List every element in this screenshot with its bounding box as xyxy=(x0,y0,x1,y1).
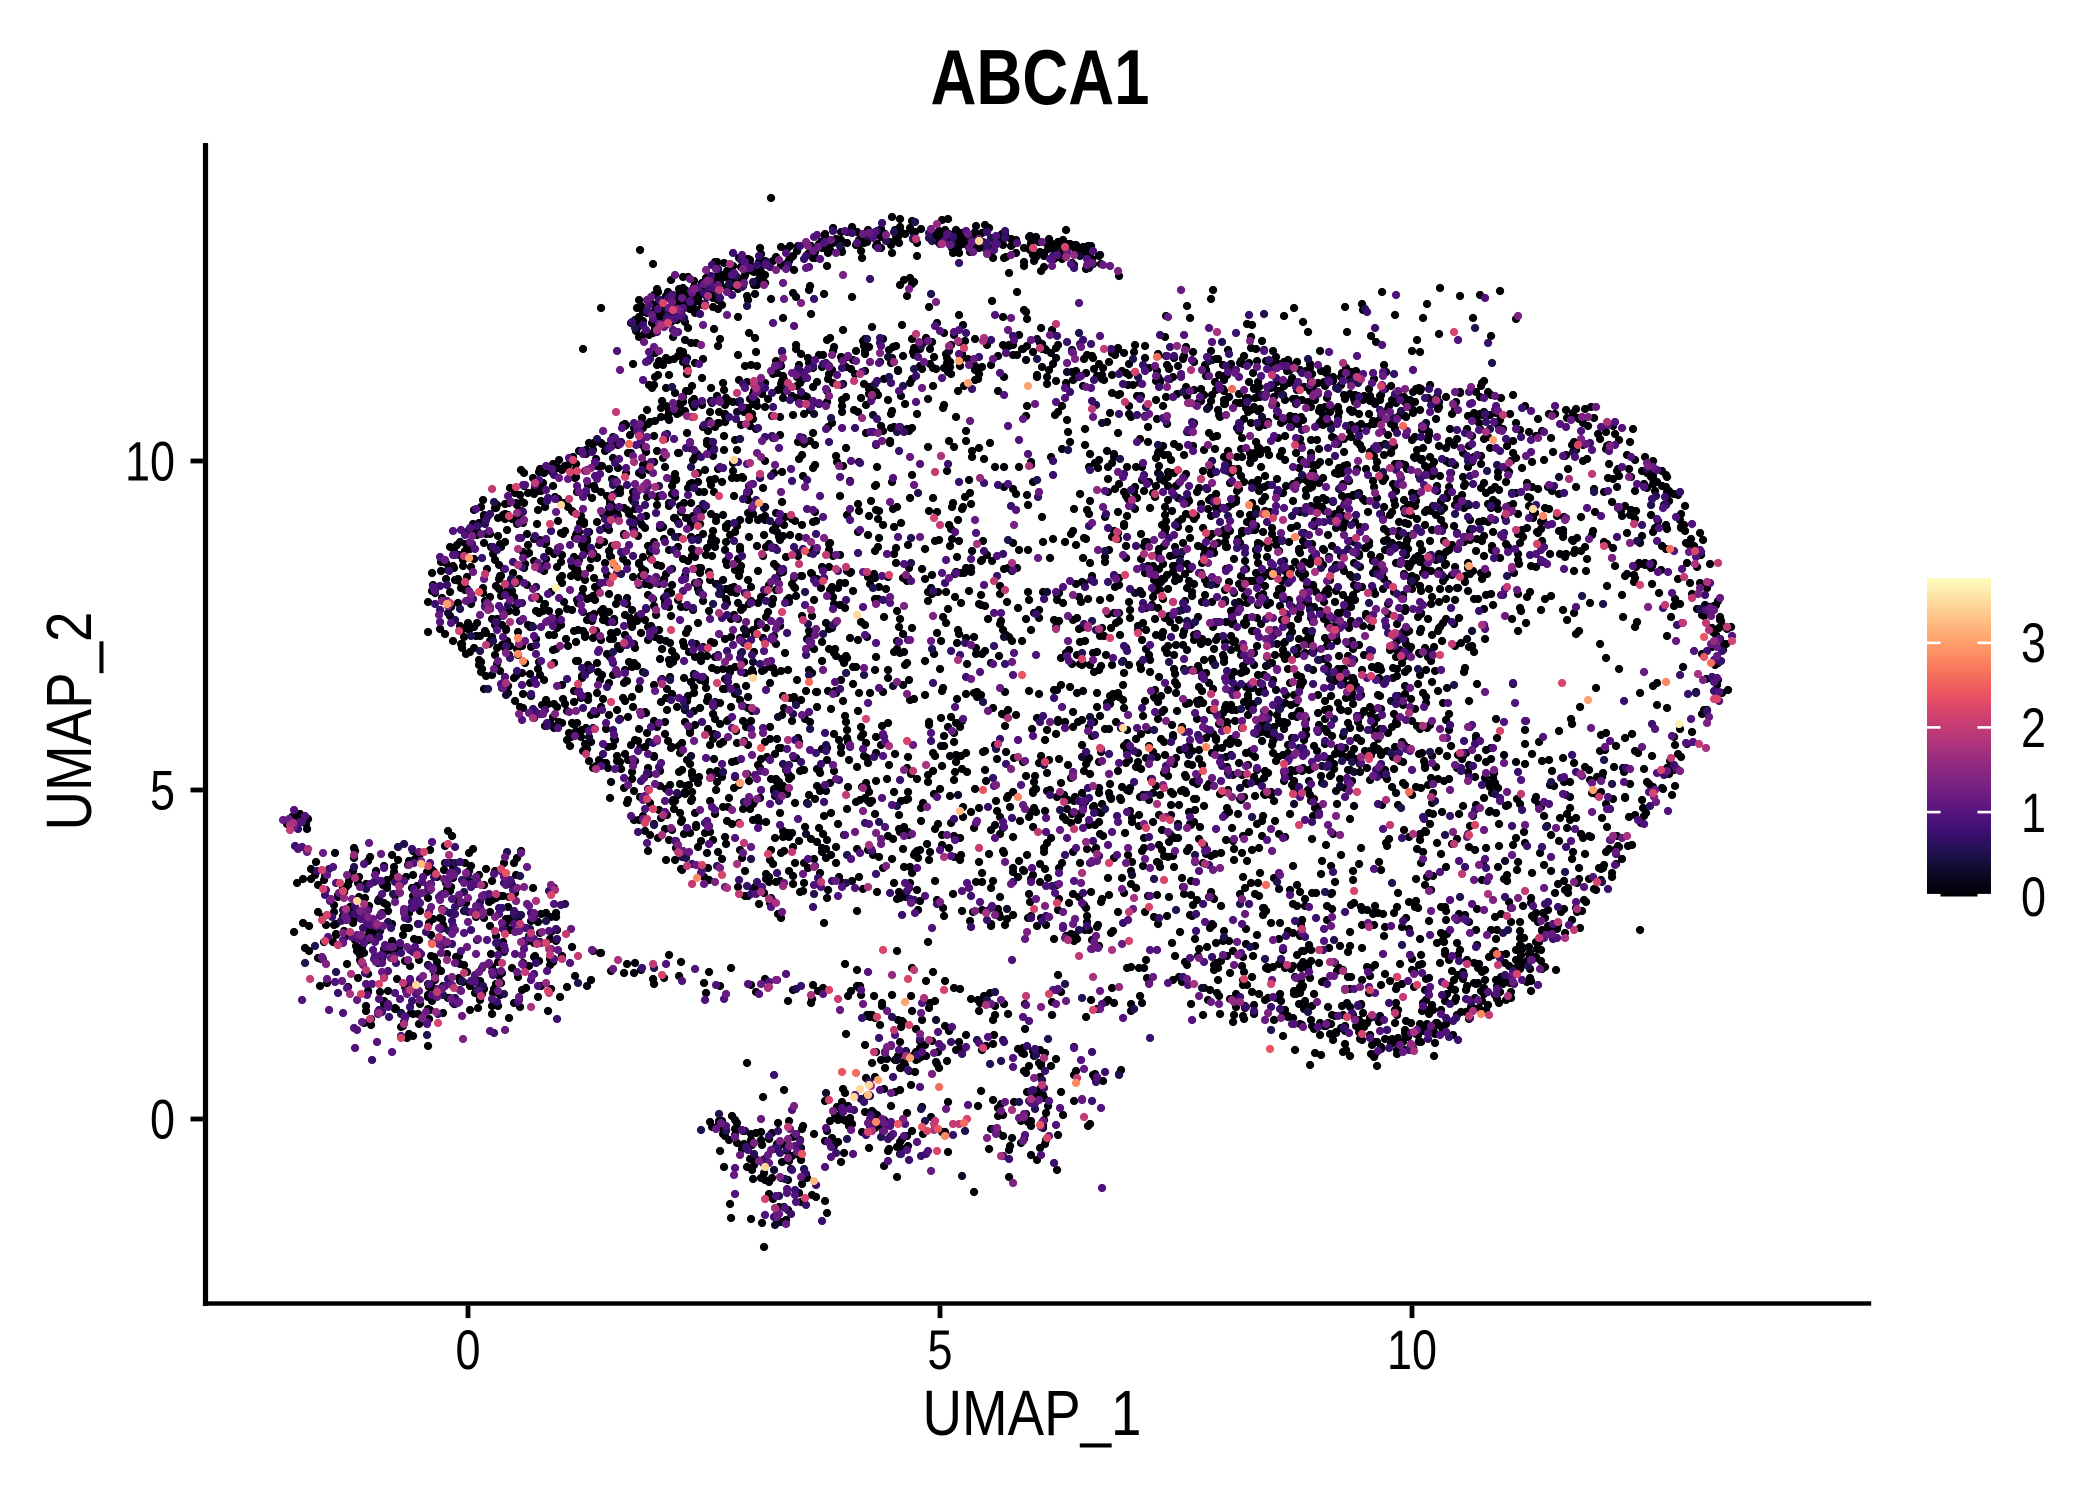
svg-text:UMAP_2: UMAP_2 xyxy=(33,612,105,831)
svg-text:ABCA1: ABCA1 xyxy=(931,33,1150,121)
svg-text:0: 0 xyxy=(456,1318,481,1381)
svg-text:0: 0 xyxy=(150,1087,175,1150)
svg-text:UMAP_1: UMAP_1 xyxy=(923,1377,1142,1449)
svg-text:10: 10 xyxy=(1387,1318,1437,1381)
svg-text:0: 0 xyxy=(2021,865,2046,928)
svg-text:10: 10 xyxy=(125,429,175,492)
svg-text:1: 1 xyxy=(2021,781,2046,844)
svg-text:5: 5 xyxy=(928,1318,953,1381)
svg-text:3: 3 xyxy=(2021,611,2046,674)
svg-text:5: 5 xyxy=(150,758,175,821)
svg-text:2: 2 xyxy=(2021,696,2046,759)
